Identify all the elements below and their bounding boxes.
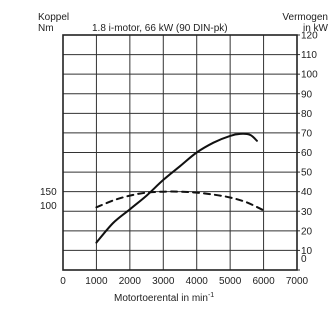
right-y-tick-label: 50 [301, 168, 313, 179]
torque-curve [95, 190, 265, 212]
grid [63, 34, 300, 271]
left-y-tick-label: 150 [40, 187, 57, 198]
right-y-tick-label: 120 [301, 31, 318, 42]
right-axis-title-line2: in kW [303, 23, 329, 34]
x-tick-label: 1000 [85, 276, 108, 287]
plot-frame [62, 34, 298, 271]
right-y-tick-label: 70 [301, 128, 313, 139]
right-axis-title-line1: Vermogen [282, 12, 328, 23]
chart-subtitle: 1.8 i-motor, 66 kW (90 DIN-pk) [92, 23, 228, 34]
series-group [95, 132, 265, 244]
x-tick-label: 4000 [186, 276, 209, 287]
x-axis-label-exponent: -1 [208, 292, 214, 299]
x-tick-label: 5000 [219, 276, 242, 287]
x-tick-label: 7000 [286, 276, 309, 287]
tick-labels: 0 1000 2000 3000 4000 5000 6000 700001020304050… [40, 31, 318, 288]
right-y-tick-label: 80 [301, 109, 313, 120]
x-tick-label: 6000 [252, 276, 275, 287]
right-y-tick-label: 100 [301, 70, 318, 81]
right-y-tick-label: 30 [301, 207, 313, 218]
right-y-tick-label: 110 [301, 50, 317, 61]
left-axis-title-line1: Koppel [38, 12, 69, 23]
left-y-tick-label: 100 [40, 201, 57, 212]
x-tick-label: 2000 [119, 276, 142, 287]
x-axis-label: Motortoerental in min-1 [114, 292, 214, 304]
x-tick-label: 0 [60, 276, 66, 287]
right-y-tick-label: 60 [301, 148, 313, 159]
right-y-tick-label: 10 [301, 246, 313, 257]
right-y-tick-label: 40 [301, 187, 313, 198]
right-y-tick-label: 0 [301, 254, 307, 265]
power-curve [95, 132, 258, 244]
x-axis-label-main: Motortoerental in min [114, 293, 208, 304]
right-y-tick-label: 90 [301, 89, 313, 100]
x-tick-label: 3000 [152, 276, 175, 287]
left-axis-title-line2: Nm [38, 23, 54, 34]
right-y-tick-label: 20 [301, 226, 313, 237]
